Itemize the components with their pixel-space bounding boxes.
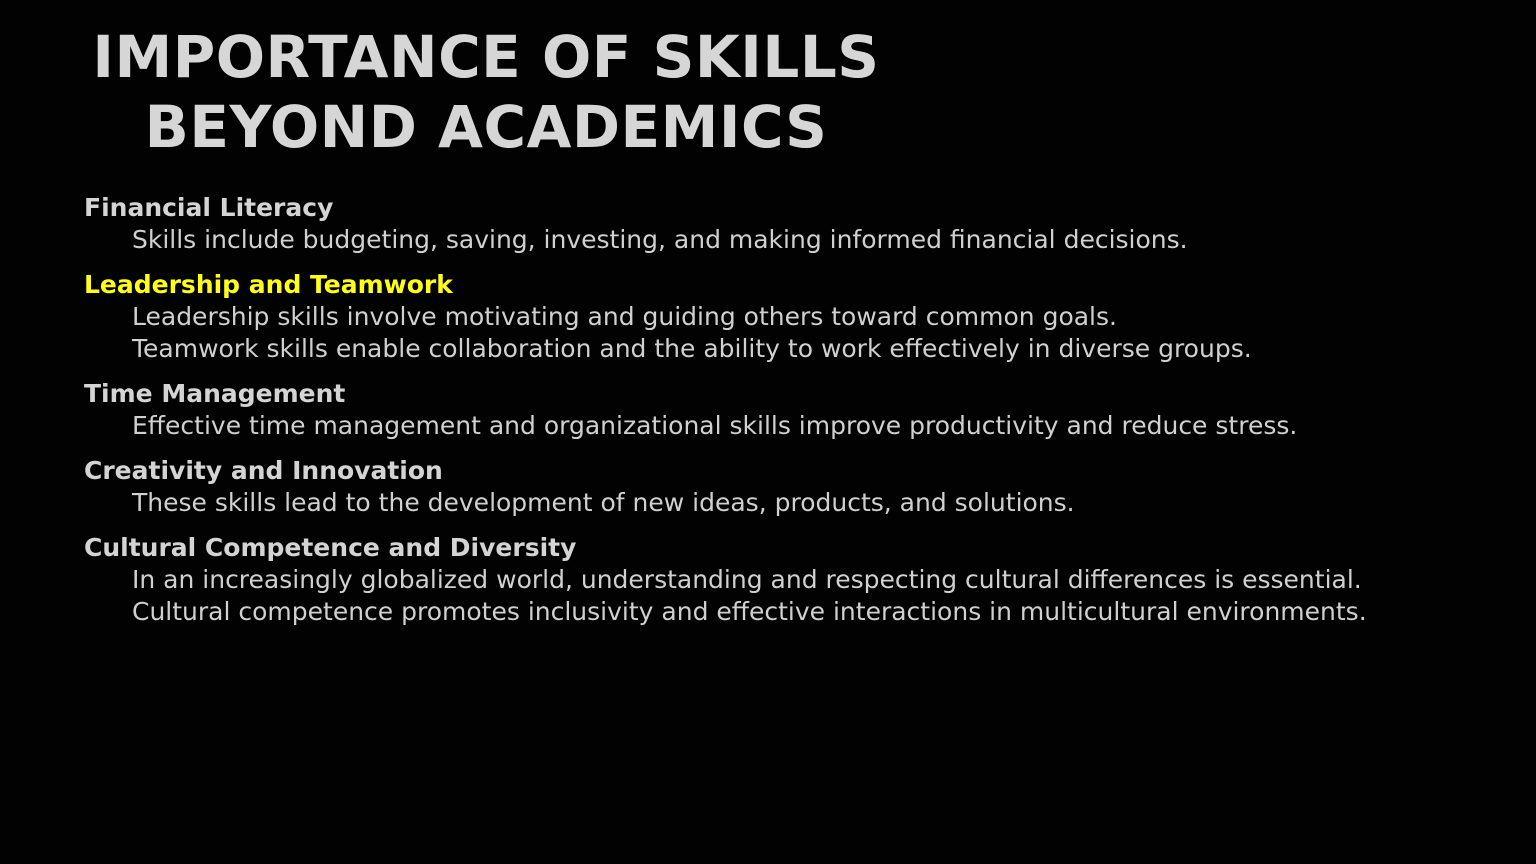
section-creativity-and-innovation: Creativity and Innovation These skills l… bbox=[84, 455, 1504, 519]
section-bullet: Teamwork skills enable collaboration and… bbox=[132, 334, 1252, 363]
slide-body: Financial Literacy Skills include budget… bbox=[84, 192, 1504, 641]
slide-title: IMPORTANCE OF SKILLS BEYOND ACADEMICS bbox=[86, 22, 886, 162]
section-heading: Cultural Competence and Diversity bbox=[84, 533, 577, 562]
section-bullet: Cultural competence promotes inclusivity… bbox=[132, 597, 1367, 626]
section-bullet: Effective time management and organizati… bbox=[132, 411, 1298, 440]
section-financial-literacy: Financial Literacy Skills include budget… bbox=[84, 192, 1504, 256]
section-cultural-competence-and-diversity: Cultural Competence and Diversity In an … bbox=[84, 532, 1504, 628]
section-bullet: In an increasingly globalized world, und… bbox=[132, 565, 1362, 594]
slide-title-line-1: IMPORTANCE OF SKILLS bbox=[92, 23, 880, 91]
section-heading: Financial Literacy bbox=[84, 193, 334, 222]
section-heading: Time Management bbox=[84, 379, 346, 408]
section-leadership-and-teamwork: Leadership and Teamwork Leadership skill… bbox=[84, 269, 1504, 365]
section-heading-highlighted: Leadership and Teamwork bbox=[84, 270, 453, 299]
section-bullet: Leadership skills involve motivating and… bbox=[132, 302, 1117, 331]
section-bullet: These skills lead to the development of … bbox=[132, 488, 1075, 517]
section-heading: Creativity and Innovation bbox=[84, 456, 443, 485]
section-time-management: Time Management Effective time managemen… bbox=[84, 378, 1504, 442]
section-bullet: Skills include budgeting, saving, invest… bbox=[132, 225, 1188, 254]
slide-title-line-2: BEYOND ACADEMICS bbox=[144, 93, 828, 161]
